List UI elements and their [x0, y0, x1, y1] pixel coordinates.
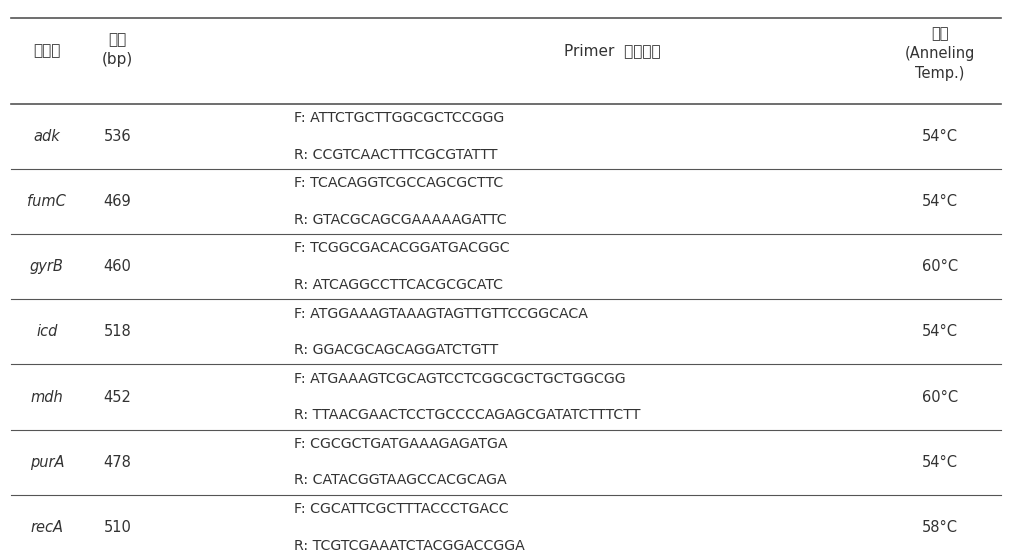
Text: 54°C: 54°C: [921, 324, 957, 339]
Text: icd: icd: [36, 324, 58, 339]
Text: 460: 460: [103, 259, 131, 274]
Text: R: GGACGCAGCAGGATCTGTT: R: GGACGCAGCAGGATCTGTT: [294, 343, 497, 357]
Text: 469: 469: [103, 194, 131, 209]
Text: R: ATCAGGCCTTCACGCGCATC: R: ATCAGGCCTTCACGCGCATC: [294, 278, 502, 292]
Text: 조건
(Anneling
Temp.): 조건 (Anneling Temp.): [904, 26, 975, 81]
Text: F: CGCGCTGATGAAAGAGATGA: F: CGCGCTGATGAAAGAGATGA: [294, 437, 508, 451]
Text: 518: 518: [103, 324, 131, 339]
Text: 54°C: 54°C: [921, 129, 957, 144]
Text: 60°C: 60°C: [921, 259, 957, 274]
Text: 478: 478: [103, 455, 131, 470]
Text: 452: 452: [103, 390, 131, 405]
Text: R: CATACGGTAAGCCACGCAGA: R: CATACGGTAAGCCACGCAGA: [294, 474, 507, 488]
Text: 510: 510: [103, 520, 131, 535]
Text: R: GTACGCAGCGAAAAAGATTC: R: GTACGCAGCGAAAAAGATTC: [294, 213, 507, 227]
Text: F: TCGGCGACACGGATGACGGC: F: TCGGCGACACGGATGACGGC: [294, 241, 510, 255]
Text: R: TCGTCGAAATCTACGGACCGGA: R: TCGTCGAAATCTACGGACCGGA: [294, 539, 525, 553]
Text: F: ATGGAAAGTAAAGTAGTTGTTCCGGCACA: F: ATGGAAAGTAAAGTAGTTGTTCCGGCACA: [294, 306, 587, 321]
Text: mdh: mdh: [30, 390, 63, 405]
Text: F: TCACAGGTCGCCAGCGCTTC: F: TCACAGGTCGCCAGCGCTTC: [294, 176, 502, 190]
Text: fumC: fumC: [27, 194, 66, 209]
Text: R: CCGTCAACTTTCGCGTATTT: R: CCGTCAACTTTCGCGTATTT: [294, 147, 497, 162]
Text: recA: recA: [30, 520, 64, 535]
Text: 크기
(bp): 크기 (bp): [102, 32, 132, 67]
Text: 58°C: 58°C: [921, 520, 957, 535]
Text: 54°C: 54°C: [921, 194, 957, 209]
Text: Primer  염기서열: Primer 염기서열: [563, 43, 659, 58]
Text: 536: 536: [103, 129, 131, 144]
Text: 60°C: 60°C: [921, 390, 957, 405]
Text: F: CGCATTCGCTTTACCCTGACC: F: CGCATTCGCTTTACCCTGACC: [294, 502, 509, 516]
Text: purA: purA: [29, 455, 64, 470]
Text: gyrB: gyrB: [30, 259, 64, 274]
Text: 54°C: 54°C: [921, 455, 957, 470]
Text: F: ATGAAAGTCGCAGTCCTCGGCGCTGCTGGCGG: F: ATGAAAGTCGCAGTCCTCGGCGCTGCTGGCGG: [294, 372, 625, 386]
Text: 유전자: 유전자: [33, 43, 61, 58]
Text: adk: adk: [33, 129, 60, 144]
Text: R: TTAACGAACTCCTGCCCCAGAGCGATATCTTTCTT: R: TTAACGAACTCCTGCCCCAGAGCGATATCTTTCTT: [294, 408, 640, 422]
Text: F: ATTCTGCTTGGCGCTCCGGG: F: ATTCTGCTTGGCGCTCCGGG: [294, 111, 503, 125]
